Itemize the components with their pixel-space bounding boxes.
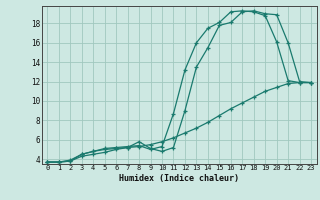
X-axis label: Humidex (Indice chaleur): Humidex (Indice chaleur)	[119, 174, 239, 183]
